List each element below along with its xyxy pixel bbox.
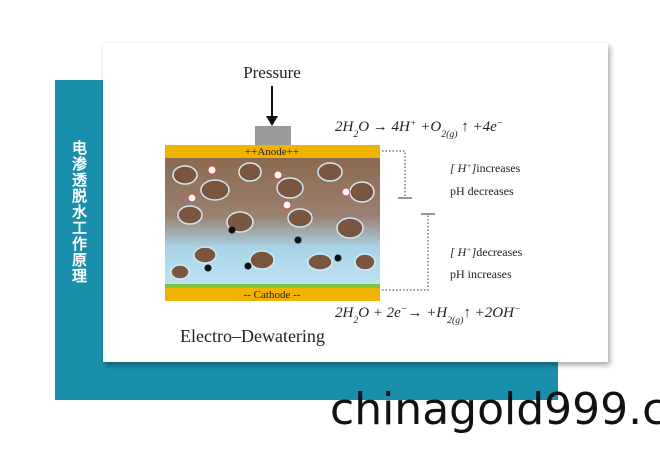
- ion-label: [ H+]decreases: [450, 245, 523, 260]
- anion: [294, 236, 302, 244]
- equation-part: −: [401, 304, 408, 315]
- anion: [228, 226, 236, 234]
- cathode-bar: [165, 288, 380, 301]
- ph-label: pH increases: [450, 267, 512, 281]
- side-label: 电渗透脱水工作原理: [70, 139, 88, 284]
- equation-part: 2(g): [447, 315, 463, 326]
- anion: [334, 254, 342, 262]
- equation-part: 2H: [335, 119, 355, 135]
- equation-part: ↑ +2OH: [463, 305, 515, 321]
- cation: [282, 200, 292, 210]
- equation-part: 2H: [335, 305, 355, 321]
- ion-part: [ H: [450, 245, 468, 259]
- cation: [273, 170, 283, 180]
- ion-part: ]: [471, 161, 477, 175]
- equation-part: 2: [353, 129, 358, 140]
- ion-part: [ H: [450, 161, 468, 175]
- equation-part: → +H: [407, 305, 448, 321]
- cation: [341, 187, 351, 197]
- ph-label: pH decreases: [450, 184, 514, 198]
- particles: [170, 162, 376, 280]
- anode-label: ++Anode++: [245, 146, 299, 158]
- ion-label: [ H+]increases: [450, 161, 521, 176]
- equation-part: −: [514, 304, 521, 315]
- equation-part: O → 4H: [358, 119, 411, 135]
- pressure-label: Pressure: [243, 63, 301, 82]
- cation: [187, 193, 197, 203]
- anion: [244, 262, 252, 270]
- trend: decreases: [476, 245, 522, 259]
- green-strip: [165, 284, 380, 288]
- ion-part: ]: [471, 245, 477, 259]
- ions: [187, 165, 351, 272]
- cation: [207, 165, 217, 175]
- ion-part: +: [466, 245, 471, 254]
- arrowhead: [266, 116, 278, 126]
- caption: Electro–Dewatering: [180, 326, 325, 346]
- anion: [204, 264, 212, 272]
- brackets: [382, 150, 429, 291]
- watermark: chinagold999.c: [330, 384, 660, 435]
- equation-part: ↑ +4e: [457, 119, 497, 135]
- equation-part: 2(g): [441, 129, 457, 140]
- anode-bar: [165, 145, 380, 158]
- equation-part: O + 2e: [358, 305, 401, 321]
- press-block: [255, 126, 291, 145]
- equation-part: +: [410, 118, 417, 129]
- trend: increases: [476, 161, 520, 175]
- cathode-equation: 2H2O + 2e−→ +H2(g)↑ +2OH−: [335, 304, 521, 326]
- equation-part: +O: [416, 119, 441, 135]
- equation-part: 2: [353, 315, 358, 326]
- cathode-label: -- Cathode --: [244, 289, 301, 301]
- equation-part: −: [497, 118, 504, 129]
- ion-part: +: [466, 161, 471, 170]
- anode-equation: 2H2O → 4H+ +O2(g) ↑ +4e−: [335, 118, 503, 140]
